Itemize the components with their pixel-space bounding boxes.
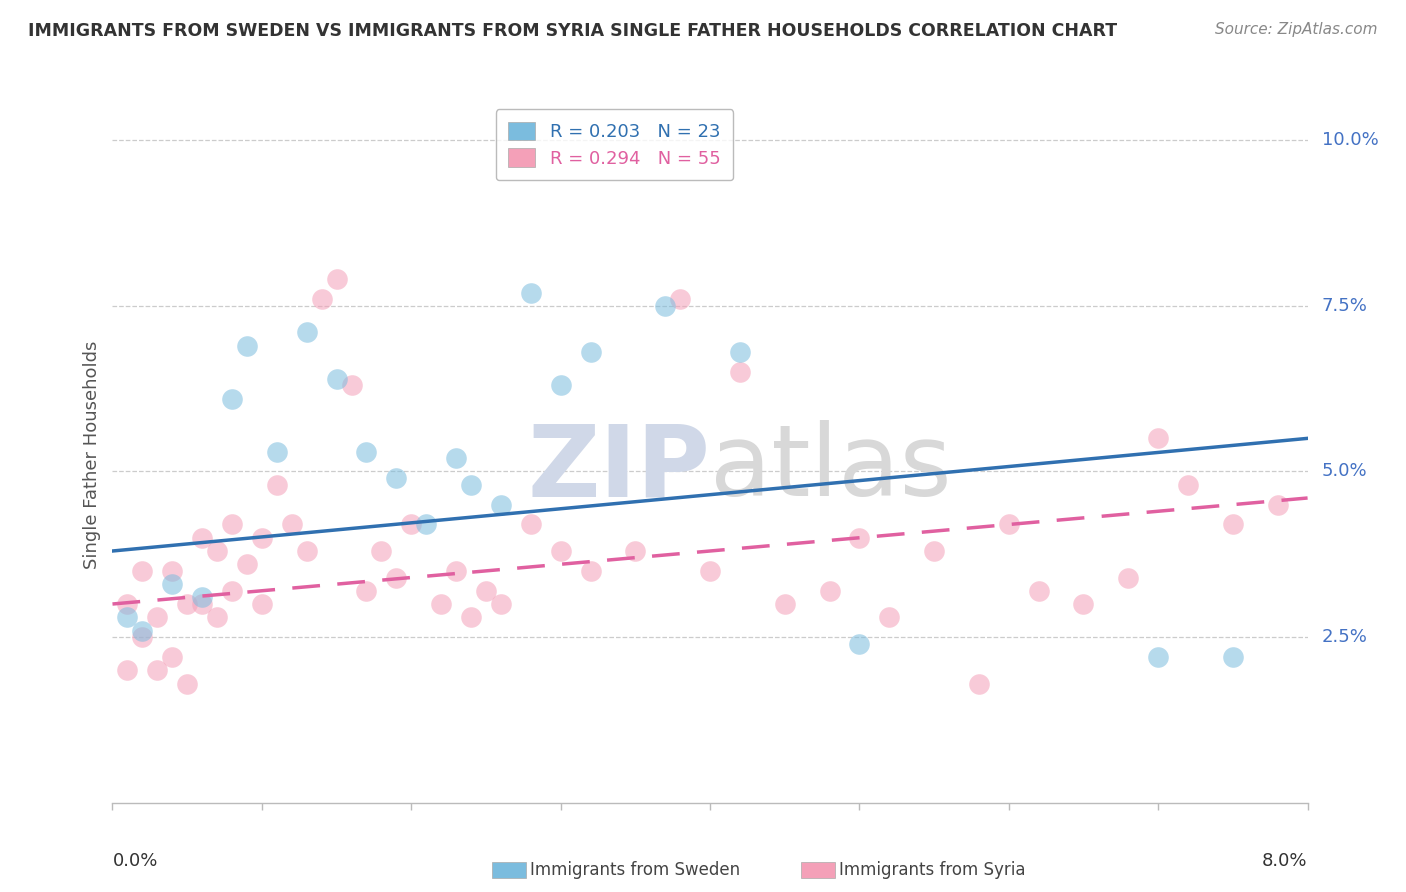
Point — [877, 610, 900, 624]
Point — [1116, 570, 1139, 584]
Point — [728, 365, 751, 379]
Point — [162, 564, 183, 578]
Point — [489, 597, 512, 611]
Point — [848, 637, 870, 651]
Text: 5.0%: 5.0% — [1322, 462, 1368, 481]
Text: 10.0%: 10.0% — [1322, 131, 1379, 149]
Point — [550, 544, 572, 558]
Point — [356, 444, 378, 458]
Point — [415, 517, 437, 532]
Point — [191, 531, 214, 545]
Point — [221, 392, 243, 406]
Text: 0.0%: 0.0% — [112, 852, 157, 870]
Text: 7.5%: 7.5% — [1322, 297, 1368, 315]
Point — [370, 544, 392, 558]
Point — [146, 610, 169, 624]
Point — [117, 663, 139, 677]
Point — [520, 517, 543, 532]
Point — [221, 583, 243, 598]
Point — [266, 477, 288, 491]
Point — [131, 564, 153, 578]
Point — [176, 676, 198, 690]
Point — [475, 583, 498, 598]
Text: atlas: atlas — [710, 420, 952, 517]
Point — [1222, 650, 1244, 665]
Point — [1267, 498, 1289, 512]
Point — [117, 610, 139, 624]
Point — [728, 345, 751, 359]
Point — [295, 326, 318, 340]
Y-axis label: Single Father Households: Single Father Households — [83, 341, 101, 569]
Point — [131, 624, 153, 638]
Point — [205, 610, 228, 624]
Point — [669, 292, 692, 306]
Point — [191, 591, 214, 605]
Point — [922, 544, 945, 558]
Point — [579, 564, 602, 578]
Point — [385, 570, 408, 584]
Point — [848, 531, 870, 545]
Point — [250, 597, 273, 611]
Point — [460, 477, 482, 491]
Point — [117, 597, 139, 611]
Point — [356, 583, 378, 598]
Point — [1147, 650, 1170, 665]
Point — [997, 517, 1019, 532]
Text: 2.5%: 2.5% — [1322, 628, 1368, 646]
Text: Immigrants from Syria: Immigrants from Syria — [839, 861, 1026, 879]
Point — [385, 471, 408, 485]
Point — [236, 338, 259, 352]
Point — [205, 544, 228, 558]
Point — [489, 498, 512, 512]
Point — [699, 564, 721, 578]
Point — [967, 676, 990, 690]
Point — [773, 597, 796, 611]
Point — [1073, 597, 1095, 611]
Point — [162, 577, 183, 591]
Point — [191, 597, 214, 611]
Point — [444, 451, 467, 466]
Point — [325, 272, 347, 286]
Point — [624, 544, 647, 558]
Point — [176, 597, 198, 611]
Point — [444, 564, 467, 578]
Point — [1177, 477, 1199, 491]
Point — [579, 345, 602, 359]
Point — [311, 292, 333, 306]
Legend: R = 0.203   N = 23, R = 0.294   N = 55: R = 0.203 N = 23, R = 0.294 N = 55 — [496, 109, 733, 180]
Point — [266, 444, 288, 458]
Point — [131, 630, 153, 644]
Text: Immigrants from Sweden: Immigrants from Sweden — [530, 861, 740, 879]
Point — [221, 517, 243, 532]
Point — [250, 531, 273, 545]
Point — [818, 583, 841, 598]
Text: 8.0%: 8.0% — [1263, 852, 1308, 870]
Point — [1028, 583, 1050, 598]
Text: Source: ZipAtlas.com: Source: ZipAtlas.com — [1215, 22, 1378, 37]
Point — [520, 285, 543, 300]
Point — [162, 650, 183, 665]
Point — [281, 517, 304, 532]
Point — [325, 372, 347, 386]
Point — [1147, 431, 1170, 445]
Text: ZIP: ZIP — [527, 420, 710, 517]
Point — [550, 378, 572, 392]
Point — [430, 597, 453, 611]
Point — [146, 663, 169, 677]
Point — [1222, 517, 1244, 532]
Text: IMMIGRANTS FROM SWEDEN VS IMMIGRANTS FROM SYRIA SINGLE FATHER HOUSEHOLDS CORRELA: IMMIGRANTS FROM SWEDEN VS IMMIGRANTS FRO… — [28, 22, 1118, 40]
Point — [340, 378, 363, 392]
Point — [401, 517, 423, 532]
Point — [295, 544, 318, 558]
Point — [460, 610, 482, 624]
Point — [654, 299, 676, 313]
Point — [236, 558, 259, 572]
